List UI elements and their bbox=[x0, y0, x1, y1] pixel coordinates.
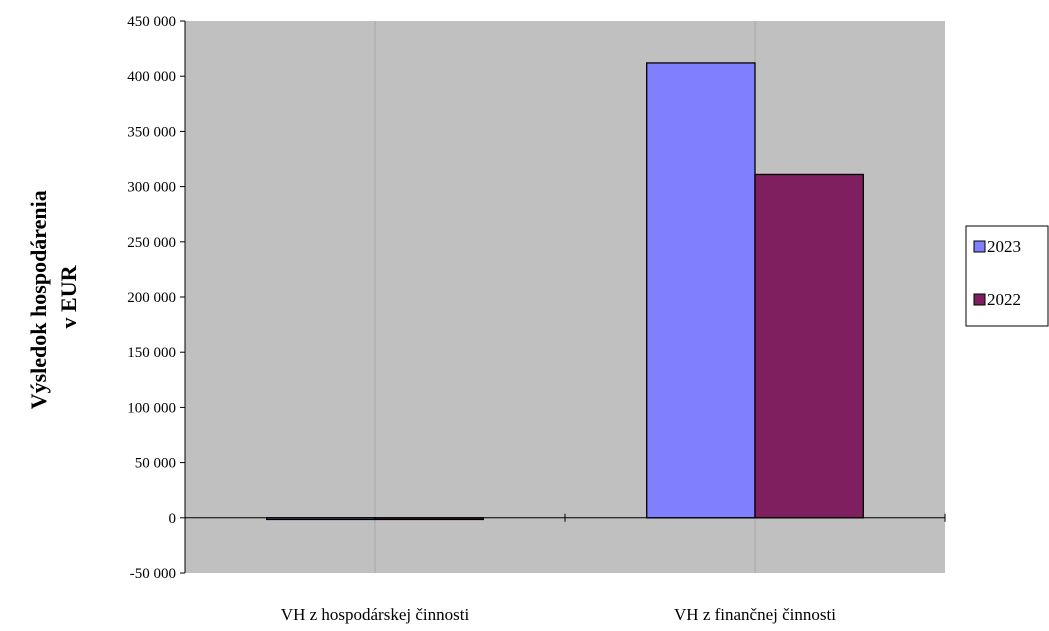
legend-swatch-2022 bbox=[973, 293, 986, 306]
axes bbox=[180, 20, 946, 574]
y-axis-label-line-1: Výsledok hospodárenia bbox=[26, 190, 51, 409]
y-tick-label: 250 000 bbox=[127, 235, 176, 251]
legend-label-2023: 2023 bbox=[987, 237, 1021, 256]
y-tick-label: 300 000 bbox=[127, 180, 176, 196]
y-axis-label: Výsledok hospodárenia v EUR bbox=[26, 185, 81, 410]
category-label: VH z hospodárskej činnosti bbox=[281, 605, 470, 624]
y-tick-label: -50 000 bbox=[130, 566, 176, 582]
y-tick-label: 100 000 bbox=[127, 400, 176, 416]
y-axis-label-line-2: v EUR bbox=[56, 264, 81, 328]
legend-swatch-2023 bbox=[973, 240, 986, 253]
y-tick-label: 200 000 bbox=[127, 290, 176, 306]
category-label: VH z finančnej činnosti bbox=[674, 605, 836, 624]
y-tick-label: 150 000 bbox=[127, 345, 176, 361]
category-labels: VH z hospodárskej činnosti VH z finančnej… bbox=[281, 605, 836, 624]
bar-2023-1 bbox=[646, 62, 756, 519]
legend: 2023 2022 bbox=[965, 225, 1049, 327]
y-tick-label: 450 000 bbox=[127, 14, 176, 30]
bar-2022-1 bbox=[754, 173, 864, 519]
legend-label-2022: 2022 bbox=[987, 290, 1021, 309]
y-tick-labels: 450 000 400 000 350 000 300 000 250 000 200 0… bbox=[127, 14, 176, 582]
bars bbox=[266, 62, 864, 521]
y-tick-label: 50 000 bbox=[135, 456, 176, 472]
y-tick-label: 400 000 bbox=[127, 69, 176, 85]
y-tick-label: 0 bbox=[169, 511, 177, 527]
y-tick-label: 350 000 bbox=[127, 124, 176, 140]
